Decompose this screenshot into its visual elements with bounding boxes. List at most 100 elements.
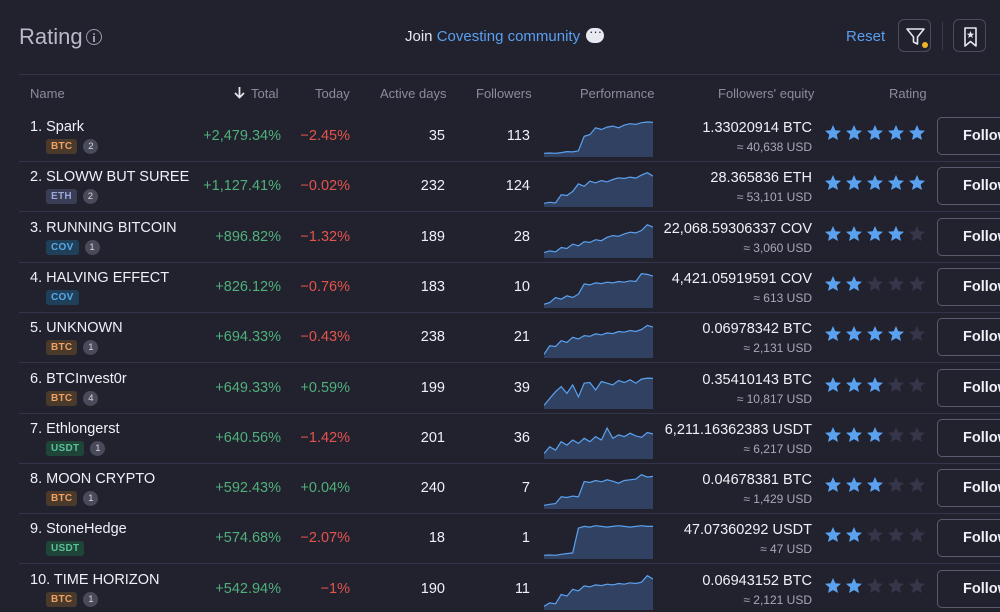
performance-sparkline — [544, 272, 653, 308]
followers-value: 1 — [521, 530, 530, 547]
total-return: +826.12% — [215, 278, 281, 295]
follow-button[interactable]: Follow — [937, 267, 1000, 306]
active-days-value: 190 — [420, 580, 445, 597]
trader-name[interactable]: 8. MOON CRYPTO — [30, 471, 156, 488]
table-row[interactable]: 10. TIME HORIZON BTC 1 +542.94% −1% 190 11 0.06… — [19, 565, 1000, 612]
rating-stars — [824, 577, 926, 595]
table-row[interactable]: 3. RUNNING BITCOIN COV 1 +896.82% −1.32% 189 2… — [19, 213, 1000, 263]
table-row[interactable]: 8. MOON CRYPTO BTC 1 +592.43% +0.04% 240 7 0.04… — [19, 464, 1000, 515]
count-badge: 1 — [84, 239, 100, 255]
trader-name[interactable]: 9. StoneHedge — [30, 521, 127, 538]
column-rating[interactable]: Rating — [889, 86, 927, 101]
star-icon — [888, 275, 904, 291]
trader-name[interactable]: 4. HALVING EFFECT — [30, 269, 170, 286]
column-name[interactable]: Name — [30, 86, 65, 101]
followers-equity-value: 0.35410143 BTC — [702, 371, 812, 388]
table-row[interactable]: 2. SLOWW BUT SUREE ETH 2 +1,127.41% −0.02% 23… — [19, 162, 1000, 213]
trader-badges: BTC 4 — [46, 390, 99, 406]
star-icon — [909, 426, 925, 442]
rating-stars — [824, 426, 926, 444]
currency-badge: COV — [46, 289, 79, 305]
trader-name[interactable]: 1. Spark — [30, 119, 84, 135]
currency-badge: BTC — [46, 139, 78, 154]
follow-button[interactable]: Follow — [937, 418, 1000, 457]
active-days-value: 189 — [420, 228, 445, 245]
star-icon — [888, 175, 904, 191]
column-followers[interactable]: Followers — [476, 86, 532, 101]
trader-name[interactable]: 5. UNKNOWN — [30, 320, 123, 337]
follow-button[interactable]: Follow — [937, 469, 1000, 508]
sort-down-icon — [234, 87, 245, 99]
follow-button[interactable]: Follow — [937, 519, 1000, 558]
followers-equity-value: 22,068.59306337 COV — [663, 220, 812, 237]
star-icon — [846, 426, 862, 442]
trader-name[interactable]: 6. BTCInvest0r — [30, 370, 127, 387]
trader-badges: USDT 1 — [46, 440, 106, 456]
table-row[interactable]: 4. HALVING EFFECT COV +826.12% −0.76% 183 10 4… — [19, 263, 1000, 313]
performance-sparkline — [544, 376, 653, 409]
star-icon — [909, 326, 925, 342]
star-icon — [867, 477, 883, 493]
active-days-value: 238 — [420, 329, 445, 346]
rating-stars — [824, 275, 926, 293]
table-row[interactable]: 6. BTCInvest0r BTC 4 +649.33% +0.59% 199 39 0.3… — [19, 364, 1000, 414]
column-total[interactable]: Total — [234, 86, 278, 101]
column-active-days[interactable]: Active days — [380, 86, 447, 101]
bookmarks-button[interactable] — [953, 19, 986, 52]
star-icon — [909, 125, 925, 140]
followers-value: 124 — [505, 178, 530, 195]
active-days-value: 240 — [420, 480, 445, 497]
follow-button[interactable]: Follow — [937, 368, 1000, 407]
followers-value: 10 — [513, 278, 530, 295]
table-row[interactable]: 7. Ethlongerst USDT 1 +640.56% −1.42% 201 36 6,… — [19, 414, 1000, 464]
followers-equity-usd: ≈ 53,101 USD — [736, 190, 812, 205]
followers-value: 36 — [513, 429, 530, 446]
performance-sparkline — [544, 426, 653, 459]
star-icon — [825, 477, 841, 493]
table-row[interactable]: 5. UNKNOWN BTC 1 +694.33% −0.43% 238 21 0.06978… — [19, 313, 1000, 364]
count-badge: 1 — [83, 491, 99, 507]
star-icon — [888, 125, 904, 140]
chat-icon[interactable] — [586, 24, 605, 43]
star-icon — [867, 125, 883, 140]
star-icon — [867, 426, 883, 442]
table-row[interactable]: 1. Spark BTC 2 +2,479.34% −2.45% 35 113 1.33020… — [19, 112, 1000, 162]
currency-badge: BTC — [46, 591, 78, 607]
star-icon — [909, 175, 925, 191]
star-icon — [867, 326, 883, 342]
followers-value: 39 — [513, 379, 530, 396]
follow-button[interactable]: Follow — [937, 217, 1000, 256]
today-return: −0.02% — [300, 178, 350, 195]
total-return: +542.94% — [215, 580, 281, 597]
trader-badges: BTC 1 — [46, 591, 99, 607]
column-today[interactable]: Today — [315, 86, 350, 101]
follow-button[interactable]: Follow — [937, 569, 1000, 608]
column-followers-equity[interactable]: Followers' equity — [718, 86, 815, 101]
rating-stars — [824, 174, 926, 192]
trader-name[interactable]: 10. TIME HORIZON — [30, 571, 160, 588]
trader-name[interactable]: 3. RUNNING BITCOIN — [30, 219, 177, 236]
filter-icon — [906, 28, 928, 48]
currency-badge: COV — [46, 239, 79, 255]
reset-button[interactable]: Reset — [846, 28, 886, 45]
star-icon — [909, 376, 925, 392]
trader-name[interactable]: 2. SLOWW BUT SUREE — [30, 169, 190, 186]
filter-button[interactable] — [898, 19, 931, 52]
community-link[interactable]: Covesting community — [436, 28, 581, 45]
today-return: −1.32% — [300, 228, 350, 245]
rating-stars — [824, 225, 926, 243]
info-icon[interactable] — [86, 29, 102, 45]
star-icon — [888, 477, 904, 493]
column-performance: Performance — [580, 86, 655, 101]
trader-name[interactable]: 7. Ethlongerst — [30, 420, 120, 437]
count-badge: 4 — [83, 390, 99, 406]
followers-equity-usd: ≈ 1,429 USD — [743, 492, 812, 507]
table-row[interactable]: 9. StoneHedge USDT +574.68% −2.07% 18 1 47.073… — [19, 514, 1000, 565]
currency-badge: BTC — [46, 340, 78, 356]
followers-value: 21 — [513, 329, 530, 346]
followers-equity-value: 4,421.05919591 COV — [671, 270, 812, 287]
follow-button[interactable]: Follow — [937, 117, 1000, 155]
follow-button[interactable]: Follow — [937, 318, 1000, 357]
currency-badge: BTC — [46, 390, 78, 406]
follow-button[interactable]: Follow — [937, 167, 1000, 206]
